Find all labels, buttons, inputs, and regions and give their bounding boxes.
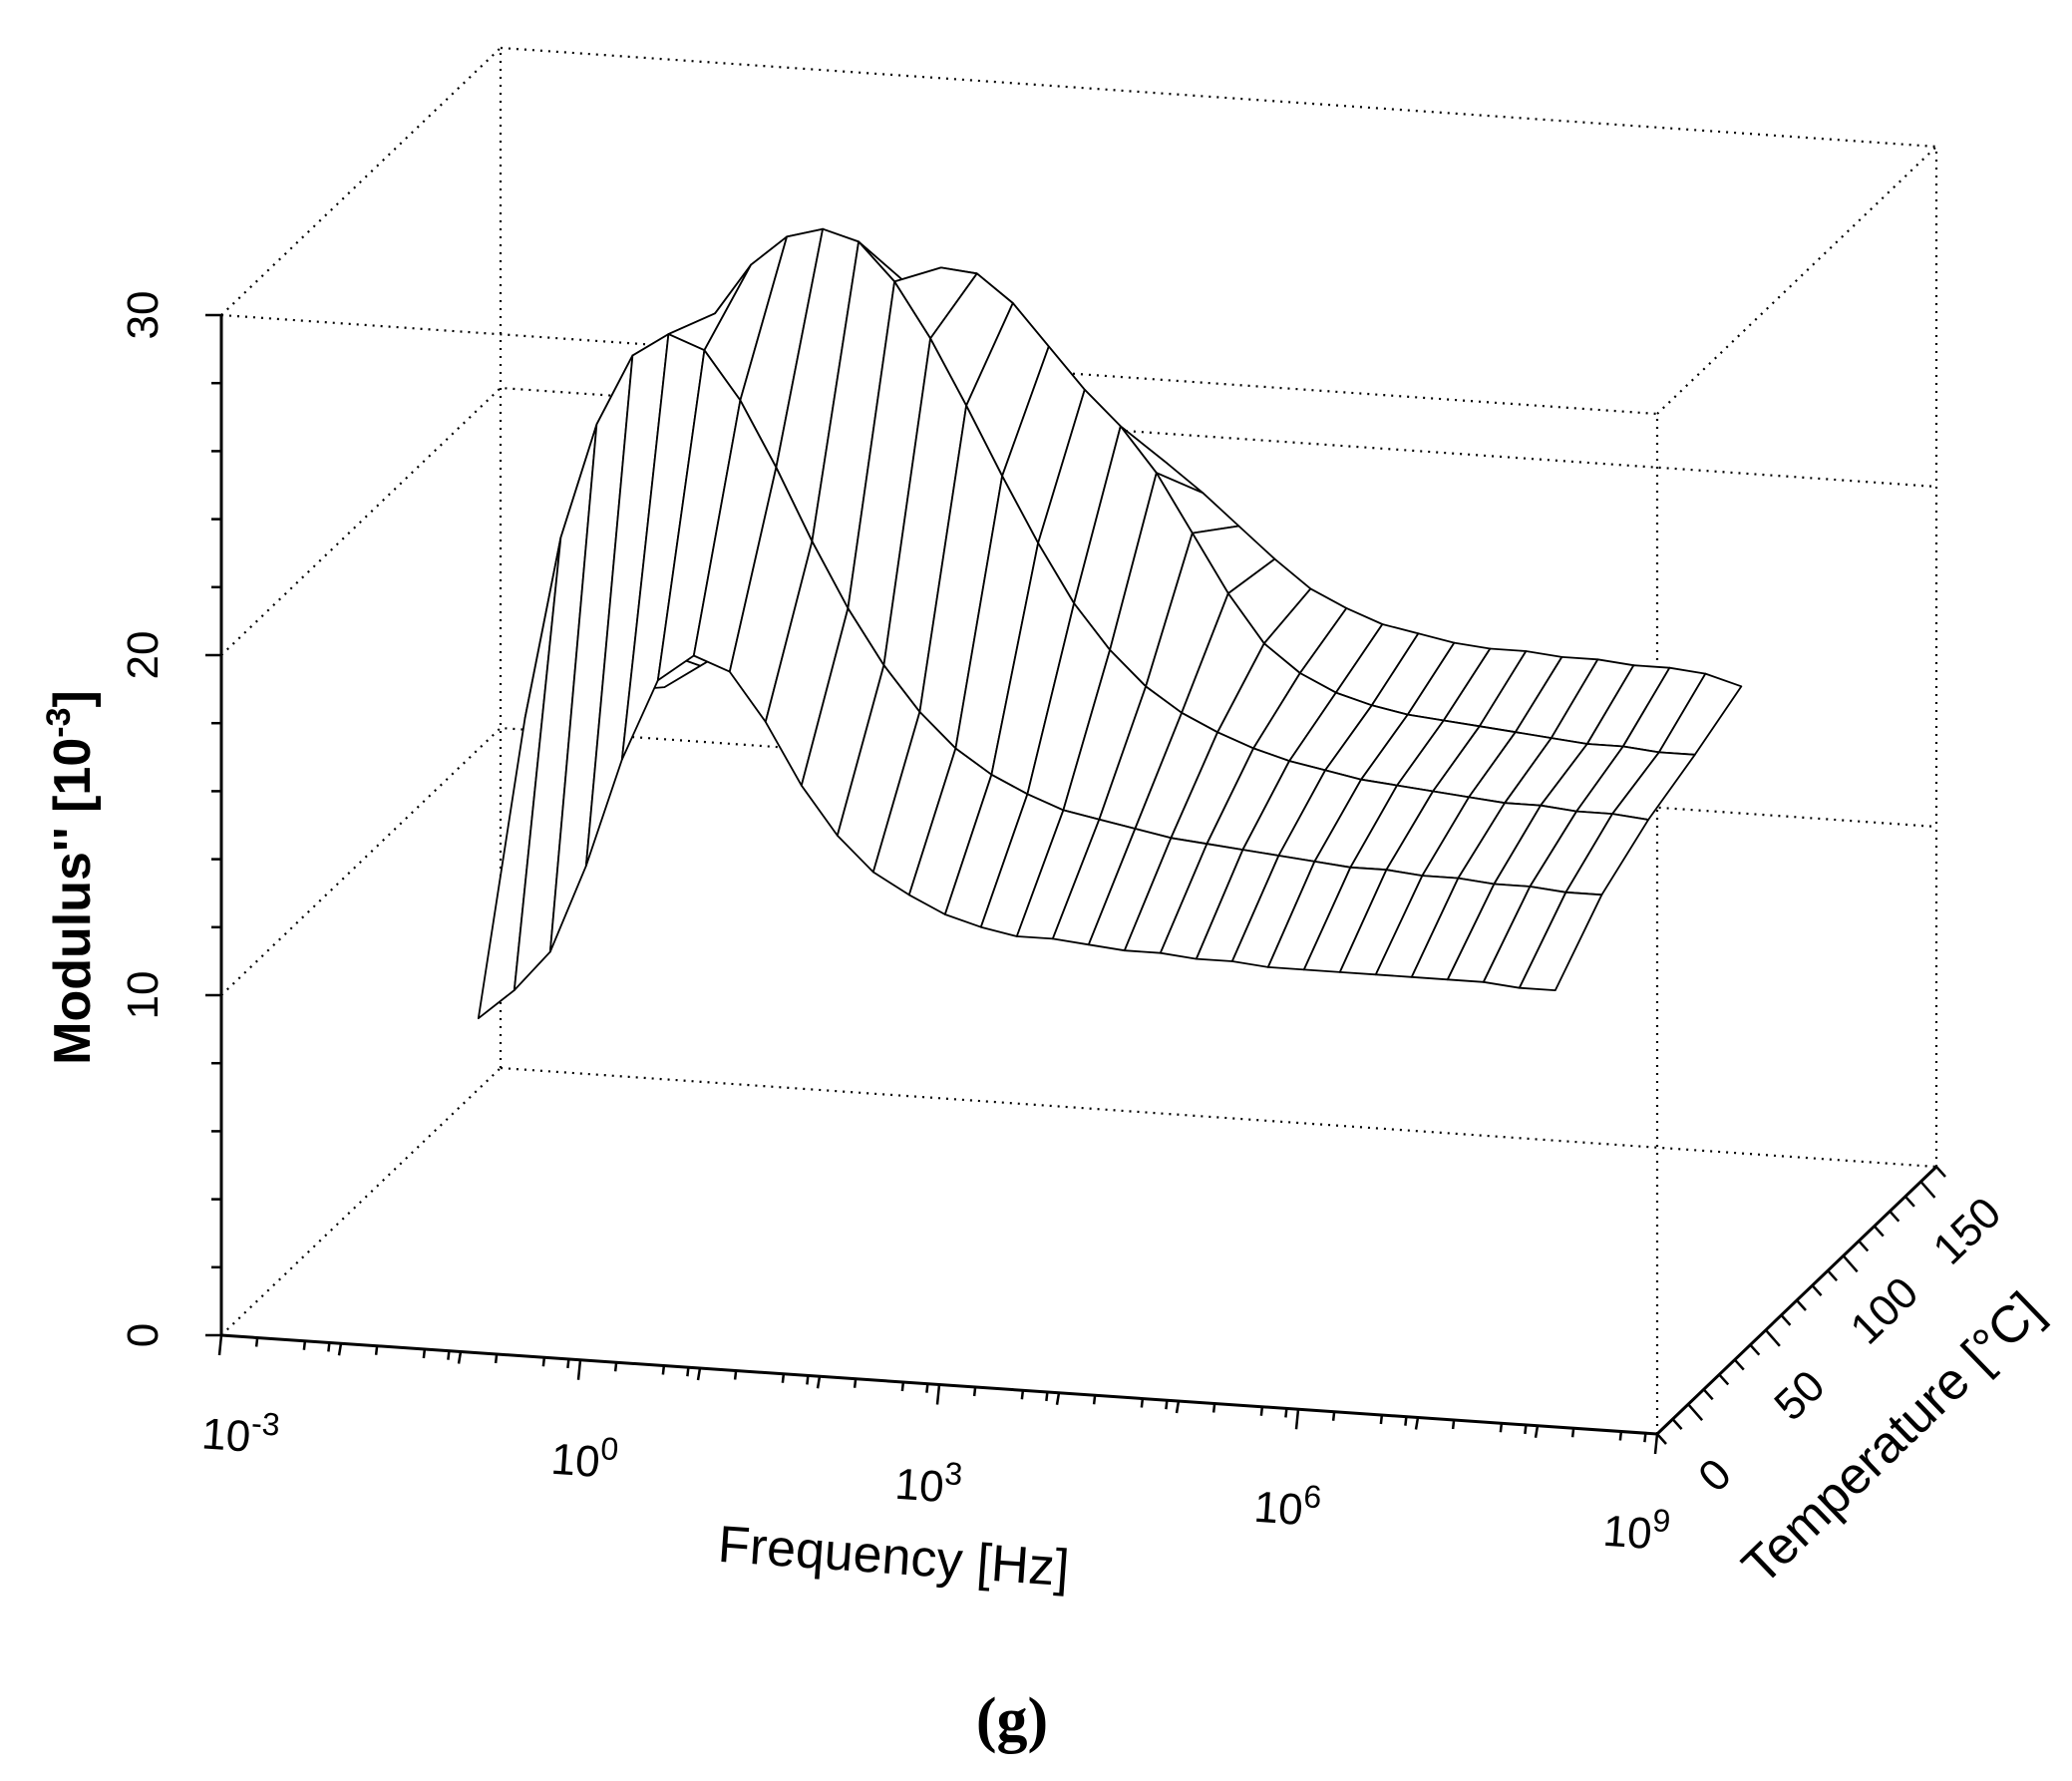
box-edge bbox=[220, 1067, 502, 1336]
z-tick-label: 20 bbox=[119, 631, 168, 680]
x-tick-label: 10-3 bbox=[200, 1401, 281, 1463]
x-tick-minor bbox=[686, 1367, 690, 1377]
x-tick bbox=[1414, 1417, 1420, 1430]
y-tick bbox=[1889, 1210, 1900, 1223]
x-tick-minor bbox=[1211, 1403, 1216, 1413]
z-ticks bbox=[205, 313, 221, 1337]
axes bbox=[205, 313, 1946, 1455]
x-tick-minor bbox=[1643, 1433, 1647, 1443]
x-tick-minor bbox=[900, 1381, 905, 1392]
y-tick bbox=[1656, 1433, 1667, 1445]
y-tick bbox=[1858, 1240, 1870, 1252]
y-tick bbox=[1811, 1284, 1823, 1296]
x-tick-minor bbox=[1020, 1390, 1025, 1400]
x-tick-minor bbox=[613, 1362, 618, 1372]
x-tick-minor bbox=[1451, 1419, 1456, 1430]
x-tick bbox=[1055, 1392, 1061, 1405]
x-tick-minor bbox=[781, 1373, 786, 1383]
x-tick-minor bbox=[1379, 1414, 1384, 1425]
x-tick-minor bbox=[374, 1345, 379, 1355]
box-edge bbox=[220, 47, 502, 316]
x-tick-minor bbox=[972, 1386, 977, 1397]
x-tick bbox=[1534, 1425, 1540, 1438]
x-tick-label: 100 bbox=[549, 1427, 620, 1489]
y-tick bbox=[1842, 1254, 1859, 1273]
y-tick bbox=[1733, 1358, 1745, 1371]
y-tick bbox=[1780, 1314, 1792, 1326]
box-edge bbox=[1656, 146, 1937, 415]
box-edge bbox=[500, 46, 1937, 149]
y-tick bbox=[1687, 1403, 1704, 1422]
x-tick bbox=[576, 1359, 582, 1380]
x-tick bbox=[217, 1334, 223, 1356]
y-tick bbox=[1796, 1299, 1807, 1311]
x-tick-minor bbox=[302, 1340, 307, 1350]
x-tick-minor bbox=[1165, 1400, 1169, 1410]
x-tick bbox=[816, 1376, 822, 1389]
x-tick bbox=[1175, 1400, 1181, 1414]
y-tick bbox=[1827, 1269, 1839, 1282]
x-tick-minor bbox=[661, 1365, 666, 1375]
x-tick bbox=[935, 1384, 941, 1405]
y-tick bbox=[1702, 1388, 1714, 1401]
x-tick-minor bbox=[1331, 1411, 1336, 1421]
x-ticks bbox=[217, 1334, 1659, 1455]
y-tick bbox=[1903, 1195, 1915, 1208]
x-tick-minor bbox=[1570, 1428, 1575, 1438]
x-tick-minor bbox=[806, 1375, 810, 1385]
z-axis-label: Modulus'' [10-3] bbox=[40, 690, 102, 1065]
x-tick-minor bbox=[422, 1348, 427, 1359]
x-axis-label: Frequency [Hz] bbox=[716, 1516, 1071, 1598]
y-tick bbox=[1718, 1373, 1730, 1386]
y-tick-label: 100 bbox=[1842, 1267, 1928, 1353]
x-tick-minor bbox=[1499, 1423, 1504, 1433]
x-tick bbox=[1294, 1409, 1300, 1430]
x-tick-minor bbox=[1259, 1406, 1264, 1416]
x-tick-minor bbox=[925, 1383, 929, 1393]
y-tick bbox=[1935, 1166, 1946, 1178]
y-ticks bbox=[1656, 1166, 1946, 1445]
x-tick-minor bbox=[1524, 1424, 1528, 1435]
x-tick-minor bbox=[447, 1350, 451, 1360]
y-tick-label: 50 bbox=[1765, 1361, 1834, 1430]
z-gridline bbox=[220, 726, 1937, 996]
x-tick-minor bbox=[853, 1378, 858, 1388]
figure-caption: (g) bbox=[976, 1686, 1048, 1754]
x-tick-minor bbox=[254, 1337, 259, 1347]
z-tick-label: 30 bbox=[119, 291, 168, 340]
x-tick-minor bbox=[494, 1353, 499, 1364]
y-tick-label: 0 bbox=[1689, 1449, 1741, 1501]
x-tick-minor bbox=[541, 1357, 546, 1367]
x-tick-minor bbox=[1618, 1431, 1623, 1441]
y-tick bbox=[1764, 1328, 1781, 1347]
x-tick-minor bbox=[566, 1358, 570, 1369]
y-tick bbox=[1873, 1225, 1885, 1238]
box-edge bbox=[500, 1066, 1937, 1169]
z-tick-label: 0 bbox=[119, 1323, 168, 1347]
z-tick-label: 10 bbox=[119, 971, 168, 1020]
x-tick-minor bbox=[733, 1370, 738, 1380]
y-tick bbox=[1919, 1181, 1936, 1199]
x-tick-label: 103 bbox=[893, 1452, 964, 1514]
x-tick-minor bbox=[1140, 1398, 1145, 1408]
x-tick bbox=[457, 1351, 463, 1364]
x-tick bbox=[337, 1343, 343, 1356]
x-tick-label: 109 bbox=[1601, 1499, 1672, 1561]
x-tick-label: 106 bbox=[1252, 1475, 1323, 1537]
y-tick-label: 150 bbox=[1924, 1188, 2011, 1273]
y-tick bbox=[1749, 1343, 1761, 1356]
surface-mesh bbox=[477, 227, 1743, 1020]
x-tick-minor bbox=[1045, 1391, 1049, 1402]
surface-cell bbox=[1518, 890, 1603, 991]
x-tick bbox=[1653, 1433, 1659, 1455]
x-tick-minor bbox=[1284, 1408, 1288, 1418]
x-tick-minor bbox=[327, 1342, 331, 1352]
x-tick-minor bbox=[1092, 1395, 1097, 1405]
x-tick bbox=[696, 1367, 702, 1381]
x-tick-minor bbox=[1404, 1416, 1408, 1426]
z-gridline bbox=[220, 386, 1937, 656]
y-tick bbox=[1671, 1418, 1683, 1430]
